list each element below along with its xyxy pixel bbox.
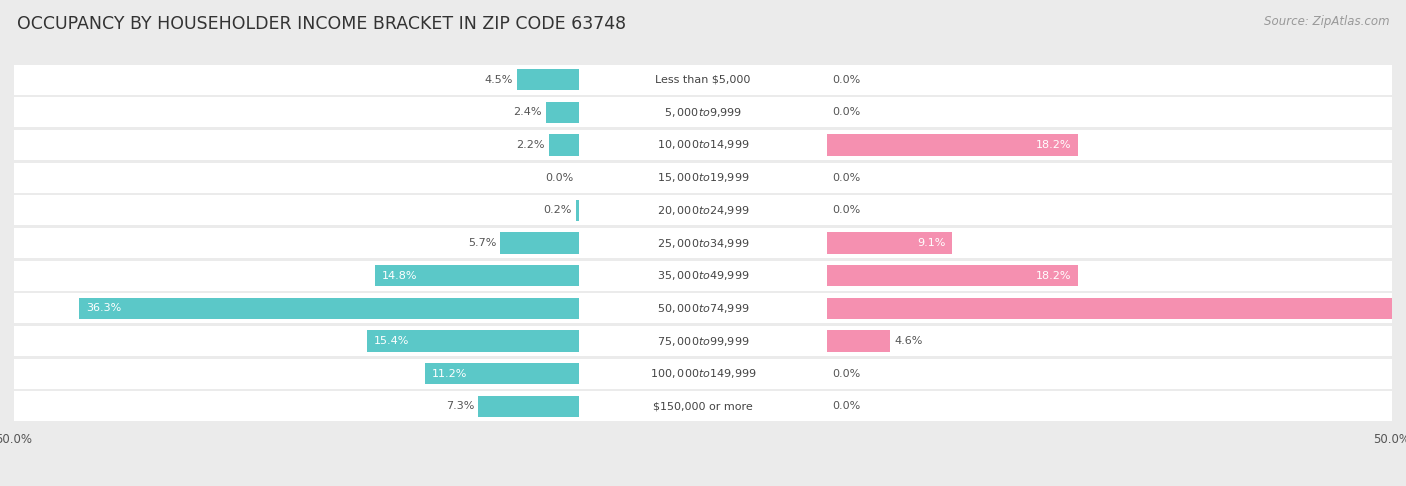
Text: 4.6%: 4.6% xyxy=(894,336,922,346)
Text: 7.3%: 7.3% xyxy=(446,401,474,412)
Text: 11.2%: 11.2% xyxy=(432,369,467,379)
Text: 0.0%: 0.0% xyxy=(546,173,574,183)
Text: 0.0%: 0.0% xyxy=(832,401,860,412)
Text: 0.0%: 0.0% xyxy=(832,74,860,85)
Text: 0.0%: 0.0% xyxy=(832,369,860,379)
Bar xyxy=(14,260,1392,291)
Bar xyxy=(827,232,952,254)
Bar xyxy=(79,298,579,319)
Bar xyxy=(14,359,1392,389)
Bar xyxy=(425,363,579,384)
Bar xyxy=(14,228,1392,258)
Text: Source: ZipAtlas.com: Source: ZipAtlas.com xyxy=(1264,15,1389,28)
Text: Less than $5,000: Less than $5,000 xyxy=(655,74,751,85)
Text: $25,000 to $34,999: $25,000 to $34,999 xyxy=(657,237,749,249)
Bar xyxy=(14,130,1392,160)
Text: $20,000 to $24,999: $20,000 to $24,999 xyxy=(657,204,749,217)
Bar xyxy=(548,134,579,156)
Bar xyxy=(14,294,1392,323)
Text: 0.2%: 0.2% xyxy=(544,205,572,215)
Text: 4.5%: 4.5% xyxy=(485,74,513,85)
Bar xyxy=(14,65,1392,95)
Bar xyxy=(14,163,1392,192)
Text: 18.2%: 18.2% xyxy=(1035,140,1071,150)
Text: 15.4%: 15.4% xyxy=(374,336,409,346)
Text: 9.1%: 9.1% xyxy=(917,238,945,248)
Bar xyxy=(827,134,1078,156)
Bar xyxy=(14,195,1392,226)
Text: 0.0%: 0.0% xyxy=(832,107,860,117)
Text: $10,000 to $14,999: $10,000 to $14,999 xyxy=(657,139,749,152)
Bar xyxy=(367,330,579,352)
Text: OCCUPANCY BY HOUSEHOLDER INCOME BRACKET IN ZIP CODE 63748: OCCUPANCY BY HOUSEHOLDER INCOME BRACKET … xyxy=(17,15,626,33)
Text: 2.4%: 2.4% xyxy=(513,107,541,117)
Bar xyxy=(517,69,579,90)
Text: 36.3%: 36.3% xyxy=(86,303,121,313)
Text: $150,000 or more: $150,000 or more xyxy=(654,401,752,412)
Bar xyxy=(827,330,890,352)
Bar xyxy=(478,396,579,417)
Bar xyxy=(14,391,1392,421)
Text: $15,000 to $19,999: $15,000 to $19,999 xyxy=(657,171,749,184)
Bar xyxy=(827,298,1406,319)
Bar xyxy=(14,97,1392,127)
Text: $5,000 to $9,999: $5,000 to $9,999 xyxy=(664,106,742,119)
Bar xyxy=(576,200,579,221)
Bar xyxy=(375,265,579,286)
Text: 5.7%: 5.7% xyxy=(468,238,496,248)
Bar xyxy=(827,265,1078,286)
Text: 18.2%: 18.2% xyxy=(1035,271,1071,281)
Text: $35,000 to $49,999: $35,000 to $49,999 xyxy=(657,269,749,282)
Text: 0.0%: 0.0% xyxy=(832,173,860,183)
Bar xyxy=(501,232,579,254)
Text: 14.8%: 14.8% xyxy=(382,271,418,281)
Text: $75,000 to $99,999: $75,000 to $99,999 xyxy=(657,334,749,347)
Bar xyxy=(14,326,1392,356)
Bar xyxy=(546,102,579,123)
Text: $50,000 to $74,999: $50,000 to $74,999 xyxy=(657,302,749,315)
Text: $100,000 to $149,999: $100,000 to $149,999 xyxy=(650,367,756,380)
Text: 0.0%: 0.0% xyxy=(832,205,860,215)
Text: 2.2%: 2.2% xyxy=(516,140,544,150)
